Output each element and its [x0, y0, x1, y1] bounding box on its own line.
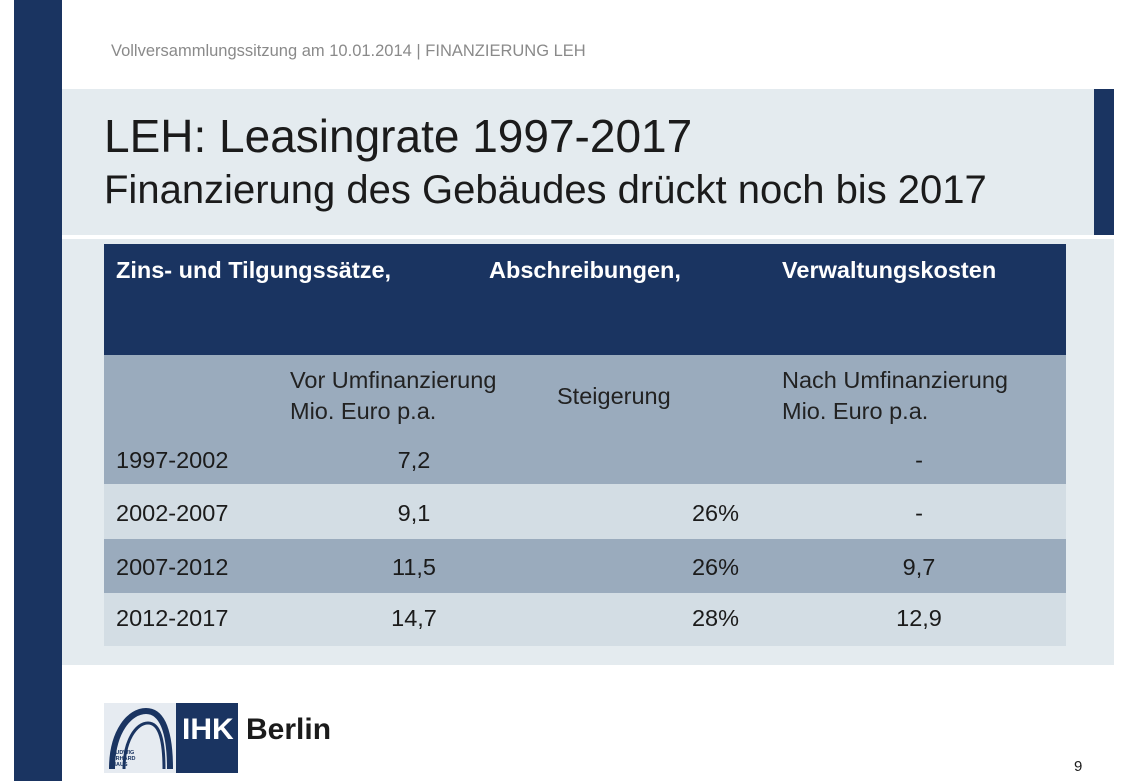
header-abschreibungen: Abschreibungen, — [489, 257, 681, 283]
row-nach-value: 9,7 — [902, 554, 936, 580]
slide-title: LEH: Leasingrate 1997-2017 — [104, 110, 693, 162]
meeting-header: Vollversammlungssitzung am 10.01.2014 | … — [111, 42, 586, 60]
logo-mark-text-line: LUDWIG — [112, 750, 135, 756]
row-steigerung-value: 26% — [691, 554, 739, 580]
logo-ihk-text: IHK — [182, 713, 234, 746]
row-period: 2002-2007 — [116, 500, 229, 526]
row-nach-value: 12,9 — [896, 605, 942, 631]
logo-mark-text-line: HAUS — [112, 762, 128, 768]
subheader-nach-umfinanzierung: Nach Umfinanzierung Mio. Euro p.a. — [782, 365, 1008, 427]
slide-subtitle: Finanzierung des Gebäudes drückt noch bi… — [104, 168, 987, 212]
subheader-vor-line2: Mio. Euro p.a. — [290, 398, 437, 424]
subheader-vor-umfinanzierung: Vor Umfinanzierung Mio. Euro p.a. — [290, 365, 496, 427]
subheader-nach-line1: Nach Umfinanzierung — [782, 367, 1008, 393]
logo-mark-text-line: ERHARD — [112, 756, 136, 762]
row-steigerung-value: 26% — [691, 500, 739, 526]
table-row: 2012-2017 14,7 28% 12,9 — [104, 593, 1066, 646]
title-panel — [62, 89, 1114, 235]
subheader-nach-line2: Mio. Euro p.a. — [782, 398, 929, 424]
ludwig-erhard-haus-logo-icon: LUDWIG ERHARD HAUS — [104, 703, 176, 773]
row-vor-value: 11,5 — [392, 554, 436, 580]
logo-city-text: Berlin — [246, 713, 332, 746]
title-accent-bar — [1094, 89, 1114, 235]
left-accent-bar — [14, 0, 62, 781]
arch-icon — [109, 707, 173, 770]
table-row: 2007-2012 11,5 26% 9,7 — [104, 539, 1066, 593]
row-nach-value: - — [915, 447, 923, 473]
table-row: 2002-2007 9,1 26% - — [104, 484, 1066, 539]
row-nach-value: - — [915, 500, 923, 526]
logo-mark-text: LUDWIG ERHARD HAUS — [112, 750, 136, 768]
subheader-steigerung: Steigerung — [557, 383, 671, 409]
table-header-row: Zins- und Tilgungssätze, Abschreibungen,… — [104, 244, 1066, 355]
row-vor-value: 14,7 — [391, 605, 437, 631]
row-period: 2012-2017 — [116, 605, 229, 631]
header-verwaltungskosten: Verwaltungskosten — [782, 257, 997, 283]
row-period: 2007-2012 — [116, 554, 229, 580]
page-number: 9 — [1074, 758, 1083, 775]
subheader-vor-line1: Vor Umfinanzierung — [290, 367, 497, 393]
header-zins-tilgung: Zins- und Tilgungssätze, — [116, 257, 392, 283]
table-subheader-row: Vor Umfinanzierung Mio. Euro p.a. Steige… — [104, 355, 1066, 484]
row-period: 1997-2002 — [116, 447, 229, 473]
leasing-table: Zins- und Tilgungssätze, Abschreibungen,… — [104, 244, 1066, 646]
row-vor-value: 7,2 — [397, 447, 431, 473]
ihk-berlin-logo: LUDWIG ERHARD HAUS IHK Berlin — [104, 703, 336, 773]
logo-ihk-box: IHK — [176, 703, 238, 773]
row-steigerung-value: 28% — [691, 605, 739, 631]
row-vor-value: 9,1 — [397, 500, 431, 526]
